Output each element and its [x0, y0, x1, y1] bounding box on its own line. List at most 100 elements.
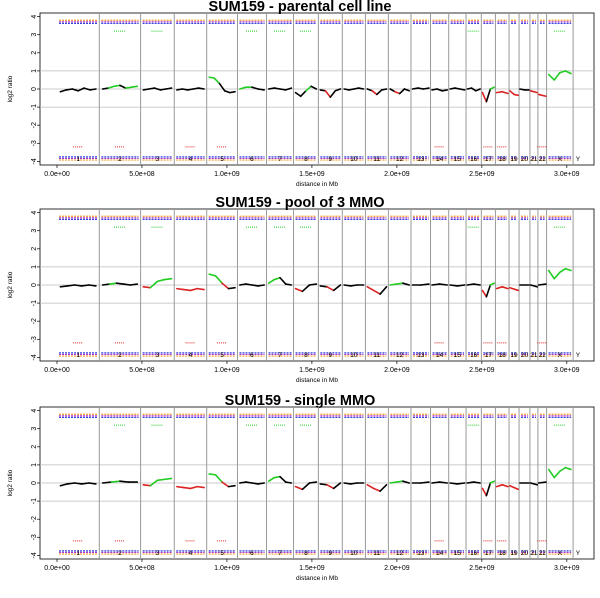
chromosome-label: 2: [118, 550, 122, 557]
y-tick-label: 3: [31, 427, 38, 431]
profile-segment: [301, 482, 311, 491]
chromosome-label: 12: [396, 156, 404, 163]
profile-segment: [403, 88, 410, 92]
chromosome-label: 21: [530, 156, 538, 163]
profile-segment: [176, 287, 185, 291]
profile-segment: [495, 286, 504, 290]
chromosome-label: 22: [539, 352, 547, 359]
profile-segment: [357, 87, 365, 90]
y-tick-label: 2: [31, 445, 38, 449]
profile-segment: [419, 481, 430, 484]
profile-segment: [349, 284, 358, 287]
profile-segment: [186, 88, 195, 91]
chromosome-label: Y: [576, 550, 581, 557]
profile-segment: [223, 90, 231, 94]
profile-segment: [501, 286, 509, 290]
profile-segment: [301, 284, 311, 293]
chromosome-label: 21: [530, 352, 538, 359]
x-tick-label: 1.0e+09: [214, 367, 240, 374]
profile-segment: [149, 479, 159, 487]
chromosome-label: 10: [350, 550, 358, 557]
profile-segment: [122, 283, 132, 286]
chromosome-label: 6: [250, 550, 254, 557]
profile-segment: [422, 87, 430, 90]
profile-segment: [454, 87, 461, 90]
y-tick-label: 3: [31, 229, 38, 233]
profile-segment: [449, 284, 459, 287]
profile-segment: [267, 87, 276, 90]
y-tick-label: 1: [31, 69, 38, 73]
chromosome-label: 3: [156, 352, 160, 359]
x-tick-label: 2.0e+09: [384, 171, 410, 178]
profile-segment: [305, 85, 312, 92]
chromosome-label: 1: [76, 352, 80, 359]
profile-segment: [441, 89, 449, 92]
profile-segment: [227, 286, 236, 290]
profile-segment: [438, 481, 449, 484]
profile-segment: [115, 282, 125, 285]
chromosome-label: 17: [485, 550, 493, 557]
profile-segment: [481, 91, 488, 103]
profile-segment: [294, 91, 302, 98]
y-tick-label: -2: [31, 516, 38, 522]
y-tick-label: 0: [31, 283, 38, 287]
profile-segment: [436, 88, 443, 92]
chromosome-label: 7: [278, 550, 282, 557]
profile-segment: [218, 82, 226, 92]
profile-segment: [119, 480, 130, 483]
profile-segment: [251, 284, 259, 287]
profile-segment: [88, 284, 97, 287]
profile-segment: [176, 485, 185, 489]
profile-segment: [208, 473, 217, 476]
chromosome-label: 9: [329, 156, 333, 163]
profile-segment: [489, 480, 496, 484]
profile-segment: [229, 90, 236, 94]
profile-segment: [379, 286, 388, 295]
profile-segment: [513, 93, 520, 97]
profile-segment: [449, 482, 459, 485]
y-tick-label: -3: [31, 140, 38, 146]
x-tick-label: 1.5e+09: [299, 565, 325, 572]
profile-segment: [221, 282, 230, 290]
chromosome-label: X: [558, 156, 563, 163]
profile-segment: [537, 93, 547, 98]
chromosome-label: 3: [156, 550, 160, 557]
y-axis-label: log2 ratio: [7, 469, 14, 496]
profile-segment: [353, 87, 360, 90]
profile-segment: [485, 284, 492, 298]
profile-segment: [197, 87, 205, 90]
profile-segment: [273, 475, 281, 479]
y-tick-label: -2: [31, 122, 38, 128]
chromosome-label: 9: [329, 352, 333, 359]
profile-segment: [165, 87, 173, 90]
profile-segment: [458, 88, 466, 91]
profile-segment: [65, 88, 74, 91]
profile-segment: [319, 89, 327, 92]
profile-segment: [257, 88, 266, 91]
profile-segment: [495, 90, 504, 94]
x-tick-label: 2.0e+09: [384, 565, 410, 572]
profile-segment: [326, 484, 335, 490]
x-tick-label: 1.5e+09: [299, 367, 325, 374]
chromosome-label: 5: [220, 550, 224, 557]
x-axis-label: distance in Mb: [296, 181, 338, 188]
profile-segment: [456, 284, 466, 287]
chromosome-label: 6: [250, 352, 254, 359]
profile-segment: [208, 76, 216, 79]
profile-segment: [189, 485, 199, 490]
profile-segment: [489, 86, 496, 90]
profile-segment: [547, 269, 556, 280]
chromosome-label: 2: [118, 352, 122, 359]
profile-segment: [466, 481, 475, 484]
chromosome-label: 4: [189, 550, 193, 557]
profile-segment: [279, 88, 287, 91]
profile-segment: [547, 468, 556, 479]
chromosome-label: 4: [189, 156, 193, 163]
profile-segment: [113, 84, 121, 88]
profile-segment: [59, 483, 69, 487]
y-tick-label: 1: [31, 463, 38, 467]
profile-segment: [273, 276, 281, 281]
chromosome-label: 10: [350, 156, 358, 163]
